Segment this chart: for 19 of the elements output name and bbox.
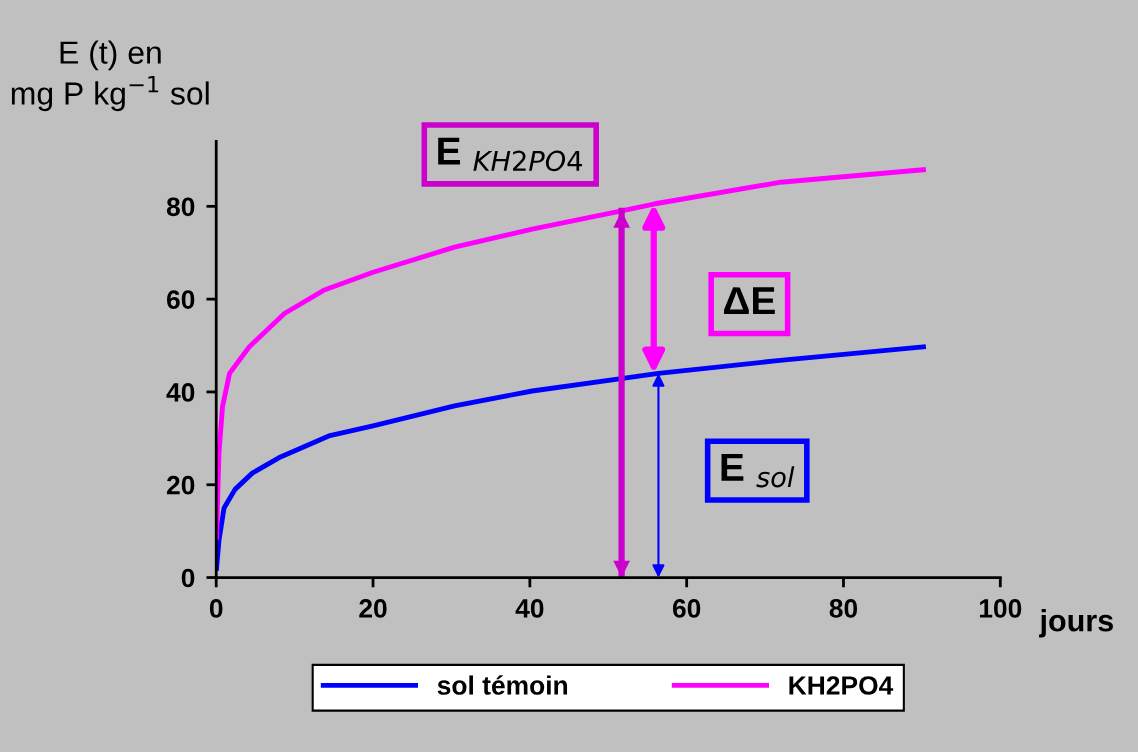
y-tick-label: 60 <box>167 290 195 309</box>
x-tick-label: 40 <box>515 599 544 618</box>
y-tick-label: 80 <box>166 197 195 217</box>
x-tick-label: 0 <box>209 599 223 618</box>
y-axis-title: E (t) en mg P kg$^{−1}$ sol <box>11 40 209 112</box>
x-axis-title: jours <box>1039 609 1113 638</box>
legend-label: sol témoin <box>437 675 568 695</box>
x-tick-label: 60 <box>672 599 701 618</box>
annotation: ΔE <box>724 287 775 315</box>
x-tick-label: 80 <box>829 599 858 618</box>
y-tick-label: 0 <box>181 568 195 588</box>
annotation: E $_{KH2PO4}$ <box>438 137 582 172</box>
legend-label: KH2PO4 <box>789 676 894 695</box>
y-tick-label: 40 <box>166 383 195 402</box>
x-tick-label: 100 <box>979 599 1022 618</box>
x-tick-label: 20 <box>359 599 387 618</box>
y-tick-label: 20 <box>166 475 195 495</box>
annotation: E $_{sol}$ <box>721 453 795 488</box>
line-series <box>216 344 926 571</box>
